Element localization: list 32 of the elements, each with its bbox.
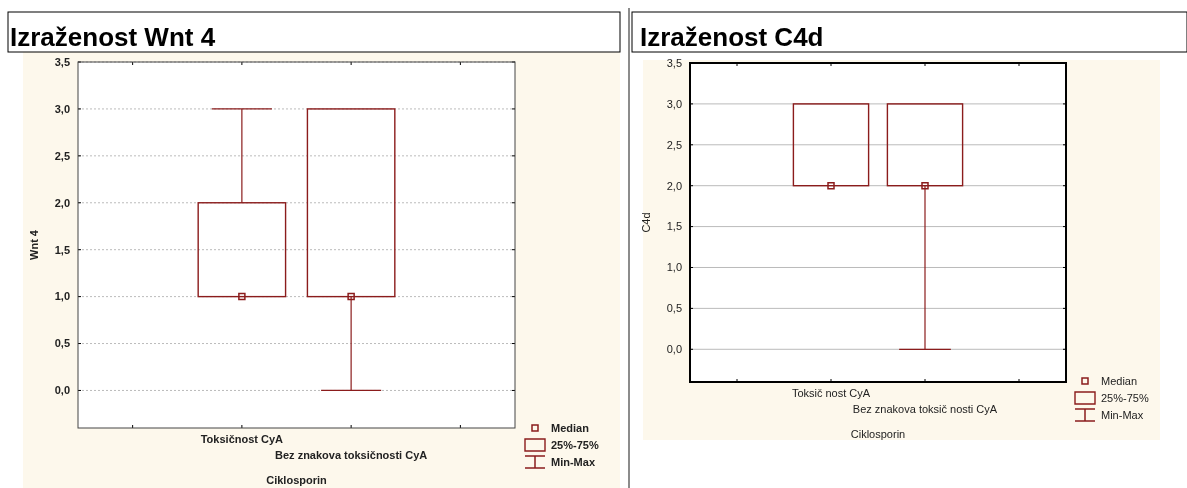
y-tick-label: 0,5 [666, 302, 682, 315]
y-tick-label: 3,5 [666, 56, 682, 69]
text: 25%-75% [551, 438, 599, 451]
y-tick-label: 0,0 [666, 343, 682, 356]
y-tick-label: 2,5 [666, 138, 682, 151]
y-tick-label: 1,5 [54, 243, 70, 256]
x-tick-label: Bez znakova toksič nosti CyA [852, 403, 998, 415]
y-tick-label: 0,5 [54, 337, 70, 350]
x-tick-label: Toksič nost CyA [791, 387, 871, 399]
y-axis-title: C4d [640, 212, 652, 233]
x-tick-label: Toksičnost CyA [200, 433, 284, 445]
y-tick-label: 0,0 [54, 384, 70, 397]
chart-title: Izraženost Wnt 4 [10, 22, 216, 52]
text: 25%-75% [1101, 391, 1149, 404]
y-tick-label: 1,0 [666, 261, 682, 274]
text: Median [551, 421, 590, 434]
y-tick-label: 3,5 [54, 55, 70, 68]
y-tick-label: 2,0 [54, 196, 70, 209]
y-tick-label: 2,5 [54, 149, 70, 162]
y-tick-label: 2,0 [666, 179, 682, 192]
text: Median [1101, 374, 1138, 387]
y-tick-label: 3,0 [54, 102, 70, 115]
chart-title: Izraženost C4d [640, 22, 824, 52]
y-axis-title: Wnt 4 [28, 229, 40, 260]
y-tick-label: 1,0 [54, 290, 70, 303]
x-tick-label: Bez znakova toksičnosti CyA [275, 449, 428, 461]
text: Min-Max [551, 455, 596, 468]
y-tick-label: 1,5 [666, 220, 682, 233]
x-axis-title: Ciklosporin [850, 428, 906, 440]
y-tick-label: 3,0 [666, 97, 682, 110]
text: Min-Max [1101, 408, 1144, 421]
x-axis-title: Ciklosporin [266, 474, 328, 486]
